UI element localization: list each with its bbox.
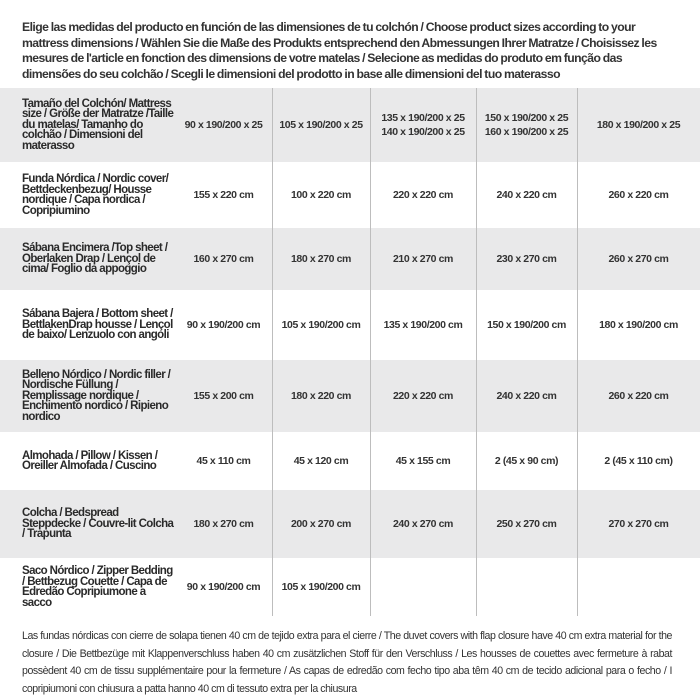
row-label: Colcha / Bedspread Steppdecke / Couvre-l… <box>22 507 174 541</box>
table-cell: 2 (45 x 90 cm) <box>494 455 559 467</box>
table-row: Sábana Encimera /Top sheet / Oberlaken D… <box>0 228 700 290</box>
row-label: Belleno Nórdico / Nordic filler / Nordis… <box>22 368 171 423</box>
mattress-size-header: 105 x 190/200 x 25 <box>279 119 363 131</box>
row-label: Tamaño del Colchón/ Mattress size / Größ… <box>22 97 174 152</box>
column-divider <box>476 88 477 616</box>
table-cell: 240 x 220 cm <box>496 189 557 201</box>
table-row: Belleno Nórdico / Nordic filler / Nordis… <box>0 360 700 432</box>
header-row: Tamaño del Colchón/ Mattress size / Größ… <box>0 88 700 162</box>
table-cell: 160 x 270 cm <box>193 253 254 265</box>
table-cell: 155 x 220 cm <box>193 189 254 201</box>
table-row: Colcha / Bedspread Steppdecke / Couvre-l… <box>0 490 700 558</box>
table-cell: 180 x 270 cm <box>290 253 351 265</box>
table-cell: 45 x 120 cm <box>293 455 349 467</box>
row-label: Saco Nórdico / Zipper Bedding / Bettbezu… <box>22 565 173 609</box>
mattress-size-header: 90 x 190/200 x 25 <box>184 119 263 131</box>
mattress-size-header: 150 x 190/200 x 25 160 x 190/200 x 25 <box>484 112 569 138</box>
table-cell: 260 x 270 cm <box>608 253 669 265</box>
mattress-size-header: 135 x 190/200 x 25 140 x 190/200 x 25 <box>381 112 465 138</box>
table-cell: 240 x 270 cm <box>392 518 453 530</box>
footer-note: Las fundas nórdicas con cierre de solapa… <box>22 630 672 695</box>
table-cell: 105 x 190/200 cm <box>281 319 361 331</box>
table-cell: 220 x 220 cm <box>392 189 453 201</box>
table-row: Saco Nórdico / Zipper Bedding / Bettbezu… <box>0 558 700 616</box>
table-cell: 155 x 200 cm <box>193 390 254 402</box>
table-cell: 260 x 220 cm <box>608 189 669 201</box>
size-table: Tamaño del Colchón/ Mattress size / Größ… <box>0 88 700 616</box>
table-cell: 2 (45 x 110 cm) <box>604 455 673 467</box>
table-cell: 260 x 220 cm <box>608 390 669 402</box>
table-cell: 210 x 270 cm <box>392 253 453 265</box>
table-cell: 135 x 190/200 cm <box>383 319 463 331</box>
table-cell: 100 x 220 cm <box>290 189 351 201</box>
column-divider <box>272 88 273 616</box>
table-cell: 240 x 220 cm <box>496 390 557 402</box>
intro-text: Elige las medidas del producto en funció… <box>22 20 657 81</box>
row-label: Sábana Encimera /Top sheet / Oberlaken D… <box>22 242 168 276</box>
table-row: Funda Nórdica / Nordic cover/ Bettdecken… <box>0 162 700 228</box>
table-cell: 180 x 270 cm <box>193 518 254 530</box>
row-label: Almohada / Pillow / Kissen / Oreiller Al… <box>22 449 158 472</box>
table-cell: 90 x 190/200 cm <box>186 319 261 331</box>
row-label: Sábana Bajera / Bottom sheet / Bettlaken… <box>22 308 173 342</box>
table-cell: 220 x 220 cm <box>392 390 453 402</box>
row-label: Funda Nórdica / Nordic cover/ Bettdecken… <box>22 173 169 217</box>
table-cell: 230 x 270 cm <box>496 253 557 265</box>
table-cell: 45 x 155 cm <box>395 455 451 467</box>
table-cell: 270 x 270 cm <box>608 518 669 530</box>
table-row: Sábana Bajera / Bottom sheet / Bettlaken… <box>0 290 700 360</box>
table-cell: 180 x 190/200 cm <box>599 319 678 331</box>
table-cell: 150 x 190/200 cm <box>487 319 566 331</box>
mattress-size-header: 180 x 190/200 x 25 <box>596 119 681 131</box>
column-divider <box>577 88 578 616</box>
column-divider <box>370 88 371 616</box>
table-cell: 105 x 190/200 cm <box>281 581 361 593</box>
table-cell: 250 x 270 cm <box>496 518 557 530</box>
table-row: Almohada / Pillow / Kissen / Oreiller Al… <box>0 432 700 490</box>
table-cell: 45 x 110 cm <box>196 455 251 467</box>
table-cell: 200 x 270 cm <box>290 518 351 530</box>
table-cell: 90 x 190/200 cm <box>186 581 261 593</box>
table-cell: 180 x 220 cm <box>290 390 351 402</box>
